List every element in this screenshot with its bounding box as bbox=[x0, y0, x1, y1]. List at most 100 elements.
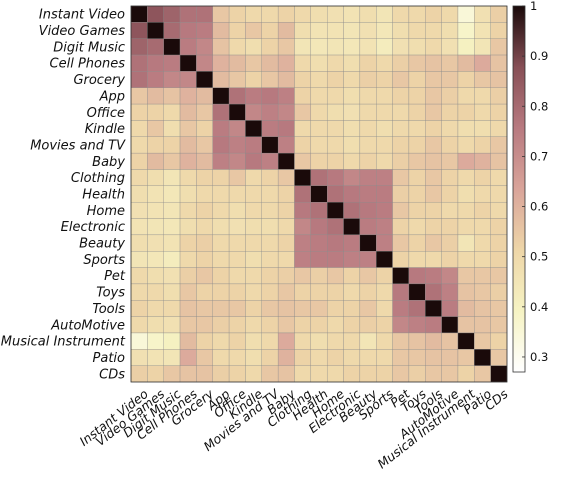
heatmap-cell-16-10 bbox=[294, 267, 312, 285]
heatmap-cell-3-19 bbox=[441, 54, 459, 72]
heatmap-cell-22-22 bbox=[490, 365, 508, 383]
heatmap-cell-14-15 bbox=[376, 234, 393, 252]
heatmap-cell-20-0 bbox=[130, 332, 148, 350]
heatmap-cell-7-1 bbox=[147, 120, 164, 137]
heatmap-cell-10-1 bbox=[147, 169, 164, 187]
heatmap-cell-22-5 bbox=[212, 365, 230, 383]
heatmap-cell-20-15 bbox=[376, 332, 393, 350]
heatmap-cell-9-13 bbox=[343, 152, 361, 170]
heatmap-cell-11-5 bbox=[212, 185, 230, 203]
heatmap-cell-18-22 bbox=[490, 300, 508, 317]
heatmap-cell-5-6 bbox=[228, 87, 246, 105]
heatmap-cell-9-9 bbox=[277, 152, 295, 170]
heatmap-cell-6-17 bbox=[408, 103, 426, 121]
heatmap-cell-20-5 bbox=[212, 332, 230, 350]
heatmap-cell-19-13 bbox=[343, 316, 361, 334]
heatmap-cell-12-3 bbox=[179, 201, 197, 219]
heatmap-cell-20-10 bbox=[294, 332, 312, 350]
heatmap-cell-21-3 bbox=[179, 349, 197, 366]
heatmap-cell-1-0 bbox=[130, 22, 148, 39]
heatmap-cell-1-17 bbox=[408, 22, 426, 39]
heatmap-cell-4-2 bbox=[163, 71, 181, 88]
heatmap-cell-0-15 bbox=[376, 5, 393, 23]
heatmap-cell-17-0 bbox=[130, 283, 148, 301]
heatmap-cell-12-16 bbox=[392, 201, 410, 219]
heatmap-cell-9-16 bbox=[392, 152, 410, 170]
heatmap-cell-19-18 bbox=[425, 316, 442, 334]
heatmap-cell-13-1 bbox=[147, 218, 164, 236]
heatmap-cell-15-9 bbox=[277, 251, 295, 268]
heatmap-cell-16-1 bbox=[147, 267, 164, 285]
heatmap-cell-2-11 bbox=[310, 38, 328, 56]
heatmap-cell-5-21 bbox=[474, 87, 491, 105]
heatmap-cell-20-1 bbox=[147, 332, 164, 350]
heatmap-cell-19-0 bbox=[130, 316, 148, 334]
heatmap-cell-0-6 bbox=[228, 5, 246, 23]
heatmap-cell-18-7 bbox=[245, 300, 262, 317]
heatmap-cell-20-4 bbox=[196, 332, 213, 350]
heatmap-cell-13-8 bbox=[261, 218, 279, 236]
heatmap-cell-16-20 bbox=[457, 267, 475, 285]
heatmap-cell-17-10 bbox=[294, 283, 312, 301]
heatmap-cell-5-17 bbox=[408, 87, 426, 105]
heatmap-cell-2-2 bbox=[163, 38, 181, 56]
heatmap-cell-22-9 bbox=[277, 365, 295, 383]
colorbar-tick-label: 0.7 bbox=[530, 149, 548, 163]
heatmap-cell-0-19 bbox=[441, 5, 459, 23]
y-tick-label: Cell Phones bbox=[50, 57, 126, 72]
heatmap-cell-11-4 bbox=[196, 185, 213, 203]
heatmap-cell-8-20 bbox=[457, 136, 475, 154]
heatmap-cell-20-22 bbox=[490, 332, 508, 350]
y-tick-label: Tools bbox=[92, 302, 125, 317]
heatmap-cell-10-11 bbox=[310, 169, 328, 187]
heatmap-cell-0-5 bbox=[212, 5, 230, 23]
heatmap-cell-3-9 bbox=[277, 54, 295, 72]
heatmap-cell-9-8 bbox=[261, 152, 279, 170]
heatmap-cell-11-13 bbox=[343, 185, 361, 203]
heatmap-cell-11-22 bbox=[490, 185, 508, 203]
heatmap-cell-7-12 bbox=[326, 120, 344, 137]
heatmap-cell-19-3 bbox=[179, 316, 197, 334]
heatmap-cell-17-19 bbox=[441, 283, 459, 301]
colorbar-tick-label: 0.5 bbox=[530, 250, 548, 264]
heatmap-cell-17-4 bbox=[196, 283, 213, 301]
heatmap-cell-2-8 bbox=[261, 38, 279, 56]
heatmap-cell-19-1 bbox=[147, 316, 164, 334]
heatmap-cell-6-6 bbox=[228, 103, 246, 121]
heatmap-cell-0-4 bbox=[196, 5, 213, 23]
heatmap-cell-7-7 bbox=[245, 120, 262, 137]
heatmap-cell-3-12 bbox=[326, 54, 344, 72]
heatmap-cell-15-18 bbox=[425, 251, 442, 268]
heatmap-cell-22-0 bbox=[130, 365, 148, 383]
heatmap-cell-20-18 bbox=[425, 332, 442, 350]
y-tick-label: Toys bbox=[96, 286, 125, 301]
heatmap-cell-6-16 bbox=[392, 103, 410, 121]
heatmap-cell-10-7 bbox=[245, 169, 262, 187]
heatmap-cell-22-1 bbox=[147, 365, 164, 383]
heatmap-cell-1-6 bbox=[228, 22, 246, 39]
heatmap-cell-20-13 bbox=[343, 332, 361, 350]
heatmap-cell-14-22 bbox=[490, 234, 508, 252]
heatmap-cell-6-4 bbox=[196, 103, 213, 121]
heatmap-cell-13-6 bbox=[228, 218, 246, 236]
heatmap-cell-9-19 bbox=[441, 152, 459, 170]
heatmap-cell-1-5 bbox=[212, 22, 230, 39]
heatmap-cell-19-17 bbox=[408, 316, 426, 334]
heatmap-cell-1-7 bbox=[245, 22, 262, 39]
heatmap-cell-19-19 bbox=[441, 316, 459, 334]
heatmap-cell-22-19 bbox=[441, 365, 459, 383]
heatmap-cell-17-5 bbox=[212, 283, 230, 301]
heatmap-cell-0-21 bbox=[474, 5, 491, 23]
heatmap-cell-16-16 bbox=[392, 267, 410, 285]
heatmap-cell-22-21 bbox=[474, 365, 491, 383]
y-tick-label: Movies and TV bbox=[30, 138, 126, 153]
heatmap-cell-4-18 bbox=[425, 71, 442, 88]
heatmap-cell-10-9 bbox=[277, 169, 295, 187]
heatmap-cell-10-6 bbox=[228, 169, 246, 187]
y-tick-label: Baby bbox=[92, 155, 125, 170]
heatmap-cell-8-12 bbox=[326, 136, 344, 154]
heatmap-cell-22-13 bbox=[343, 365, 361, 383]
heatmap-cell-13-21 bbox=[474, 218, 491, 236]
